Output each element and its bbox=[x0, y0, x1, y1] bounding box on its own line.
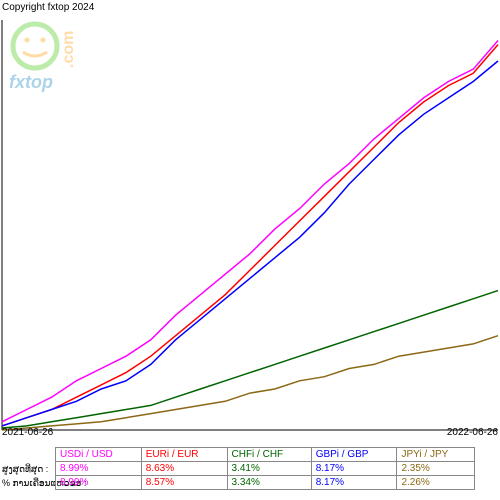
table-header: JPYi / JPY bbox=[397, 448, 475, 462]
table-header: GBPi / GBP bbox=[311, 448, 397, 462]
table-cell: 8.17% bbox=[311, 476, 397, 490]
table-header: CHFi / CHF bbox=[227, 448, 311, 462]
table-cell: 8.99% bbox=[56, 476, 142, 490]
table-cell: 8.63% bbox=[141, 462, 227, 476]
line-chart bbox=[0, 15, 500, 435]
table-header: EURi / EUR bbox=[141, 448, 227, 462]
date-start-label: 2021-06-26 bbox=[2, 427, 53, 438]
table-cell: 3.41% bbox=[227, 462, 311, 476]
table-cell: 3.34% bbox=[227, 476, 311, 490]
table-row: 8.99%8.63%3.41%8.17%2.35% bbox=[56, 462, 475, 476]
table-row: 8.99%8.57%3.34%8.17%2.26% bbox=[56, 476, 475, 490]
currency-data-table: USDi / USDEURi / EURCHFi / CHFGBPi / GBP… bbox=[55, 447, 475, 490]
table-cell: 8.17% bbox=[311, 462, 397, 476]
table-header: USDi / USD bbox=[56, 448, 142, 462]
table-cell: 8.99% bbox=[56, 462, 142, 476]
date-end-label: 2022-06-26 bbox=[447, 427, 498, 438]
table-cell: 2.26% bbox=[397, 476, 475, 490]
table-cell: 8.57% bbox=[141, 476, 227, 490]
table-cell: 2.35% bbox=[397, 462, 475, 476]
table-header-row: USDi / USDEURi / EURCHFi / CHFGBPi / GBP… bbox=[56, 448, 475, 462]
copyright-text: Copyright fxtop 2024 bbox=[2, 2, 94, 13]
